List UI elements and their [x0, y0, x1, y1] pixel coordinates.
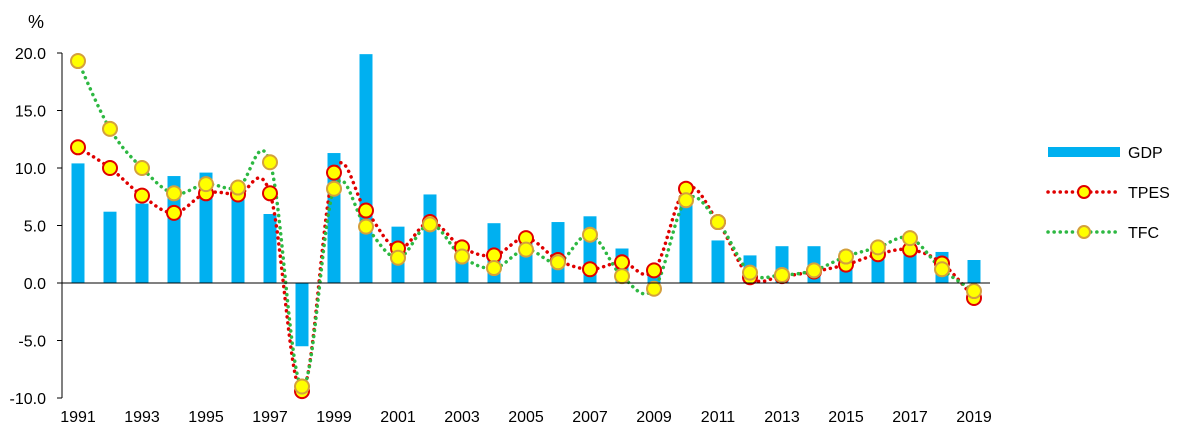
- axes: [57, 52, 990, 399]
- y-tick-label: 0.0: [24, 276, 46, 293]
- tpes-marker: [326, 164, 342, 181]
- y-tick-label: 15.0: [15, 104, 46, 121]
- tfc-marker: [518, 241, 534, 258]
- tfc-marker: [966, 283, 982, 300]
- tfc-legend-label: TFC: [1128, 225, 1159, 242]
- tpes-marker: [358, 202, 374, 219]
- tfc-marker: [262, 154, 278, 171]
- tpes-marker: [166, 204, 182, 221]
- tfc-marker: [390, 249, 406, 266]
- y-tick-label: -10.0: [10, 391, 47, 408]
- gdp-bar: [423, 194, 437, 283]
- tfc-marker: [230, 179, 246, 196]
- y-tick-label: 5.0: [24, 219, 46, 236]
- tfc-legend-marker: [1077, 225, 1091, 239]
- tpes-marker: [134, 187, 150, 204]
- gdp-legend-label: GDP: [1128, 145, 1163, 162]
- gdp-bar: [647, 273, 661, 283]
- tpes-legend-label: TPES: [1128, 185, 1170, 202]
- legend: GDP TPES TFC: [1046, 145, 1170, 242]
- tfc-marker: [710, 214, 726, 231]
- x-tick-label: 2017: [892, 409, 928, 426]
- gdp-bar: [135, 203, 149, 283]
- tpes-marker: [70, 139, 86, 156]
- tfc-marker: [422, 216, 438, 233]
- tfc-marker: [102, 120, 118, 137]
- tpes-legend-marker: [1077, 185, 1091, 199]
- tfc-marker: [646, 280, 662, 297]
- x-tick-labels: 1991 1993 1995 1997 1999 2001 2003 2005 2007 2009…: [60, 409, 992, 426]
- tfc-marker: [614, 268, 630, 285]
- tfc-marker: [198, 176, 214, 193]
- tfc-marker: [582, 226, 598, 243]
- tfc-marker: [326, 180, 342, 197]
- line-series: [70, 53, 982, 400]
- tfc-marker: [838, 248, 854, 265]
- gdp-bar: [231, 192, 245, 283]
- tfc-marker: [870, 239, 886, 256]
- gdp-bar: [103, 211, 117, 283]
- tpes-marker: [102, 160, 118, 176]
- tfc-marker: [358, 218, 374, 235]
- tfc-marker: [678, 192, 694, 209]
- gdp-legend-swatch: [1048, 147, 1120, 157]
- y-axis-unit-label: %: [28, 12, 44, 32]
- tfc-marker: [934, 261, 950, 278]
- tpes-marker: [262, 185, 278, 202]
- x-tick-label: 2005: [508, 409, 544, 426]
- tfc-marker: [742, 264, 758, 281]
- tfc-marker: [134, 160, 150, 176]
- gdp-bar: [263, 214, 277, 283]
- x-tick-label: 2007: [572, 409, 608, 426]
- tfc-marker: [550, 254, 566, 271]
- tpes-marker: [582, 261, 598, 278]
- x-tick-label: 2013: [764, 409, 800, 426]
- x-tick-label: 1997: [252, 409, 288, 426]
- gdp-bar: [71, 163, 85, 283]
- gdp-bar: [359, 54, 373, 284]
- x-tick-label: 1999: [316, 409, 352, 426]
- x-tick-label: 1995: [188, 409, 224, 426]
- tpes-marker: [614, 254, 630, 271]
- gdp-bar: [295, 283, 309, 347]
- x-tick-label: 1993: [124, 409, 160, 426]
- tfc-marker: [806, 262, 822, 279]
- x-tick-label: 2011: [701, 409, 736, 426]
- y-tick-label: -5.0: [18, 334, 46, 351]
- x-tick-label: 2009: [636, 409, 672, 426]
- tpes-marker: [646, 262, 662, 279]
- y-tick-labels: 20.0 15.0 10.0 5.0 0.0 -5.0 -10.0: [10, 46, 47, 408]
- gdp-bar: [167, 176, 181, 283]
- y-tick-label: 10.0: [15, 161, 46, 178]
- tfc-marker: [70, 53, 86, 70]
- y-tick-label: 20.0: [15, 46, 46, 63]
- gdp-bar: [711, 240, 725, 283]
- x-tick-label: 2001: [380, 409, 416, 426]
- x-tick-label: 2015: [828, 409, 864, 426]
- x-tick-label: 2019: [956, 409, 992, 426]
- x-tick-label: 2003: [444, 409, 480, 426]
- tfc-marker: [166, 185, 182, 202]
- tfc-marker: [454, 248, 470, 265]
- gdp-bar: [679, 204, 693, 283]
- x-tick-label: 1991: [60, 409, 96, 426]
- tfc-marker: [294, 378, 310, 395]
- gdp-bar: [967, 260, 981, 283]
- tfc-marker: [902, 230, 918, 247]
- tfc-marker: [774, 266, 790, 283]
- tfc-marker: [486, 260, 502, 277]
